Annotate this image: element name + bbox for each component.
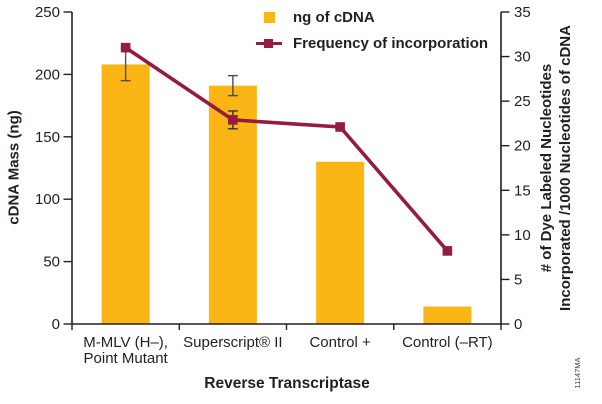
- right-axis-tick-label: 0: [514, 316, 522, 333]
- bar: [316, 161, 365, 324]
- legend: ng of cDNA Frequency of incorporation: [254, 4, 488, 56]
- line-marker-icon: [256, 38, 282, 49]
- right-axis-tick-label: 35: [514, 4, 531, 21]
- line-marker: [335, 122, 345, 132]
- legend-label-line: Frequency of incorporation: [293, 34, 489, 52]
- right-axis-tick-label: 5: [514, 271, 522, 288]
- category-label: Control +: [309, 334, 371, 351]
- bar-swatch-icon: [264, 11, 275, 23]
- left-axis-tick-label: 100: [35, 191, 60, 208]
- figure-number-watermark: 11147MA: [573, 357, 582, 389]
- left-axis-tick-label: 250: [35, 4, 60, 21]
- legend-item-line: Frequency of incorporation: [254, 30, 488, 56]
- category-label: Control (–RT): [402, 334, 493, 351]
- line-marker: [120, 42, 131, 53]
- left-axis-tick-label: 200: [35, 66, 60, 83]
- bar: [423, 306, 472, 324]
- category-label: Point Mutant: [84, 350, 169, 367]
- right-axis-tick-label: 25: [514, 93, 531, 110]
- left-axis-tick-label: 150: [35, 129, 60, 146]
- left-axis-tick-label: 50: [43, 254, 60, 271]
- right-axis-tick-label: 30: [514, 49, 531, 66]
- x-axis-title: Reverse Transcriptase: [204, 375, 370, 392]
- left-axis-title: cDNA Mass (ng): [5, 110, 23, 225]
- left-axis-tick-label: 0: [52, 316, 60, 333]
- right-axis-title-line1: # of Dye Labeled Nucleotides: [538, 63, 555, 273]
- right-axis-tick-label: 20: [514, 138, 531, 155]
- right-axis-title-line2: Incorporated /1000 Nucleotides of cDNA: [557, 25, 574, 311]
- line-marker: [228, 115, 238, 125]
- frequency-line: [124, 46, 449, 253]
- legend-label-bars: ng of cDNA: [293, 8, 375, 26]
- right-axis-tick-label: 10: [514, 227, 531, 244]
- bar: [101, 64, 150, 324]
- category-label: Superscript® II: [183, 334, 282, 351]
- category-label: M-MLV (H–),: [83, 334, 168, 351]
- right-axis-tick-label: 15: [514, 182, 531, 199]
- line-marker: [442, 246, 453, 256]
- legend-item-bars: ng of cDNA: [254, 4, 488, 30]
- right-axis-title: # of Dye Labeled Nucleotides Incorporate…: [537, 0, 577, 338]
